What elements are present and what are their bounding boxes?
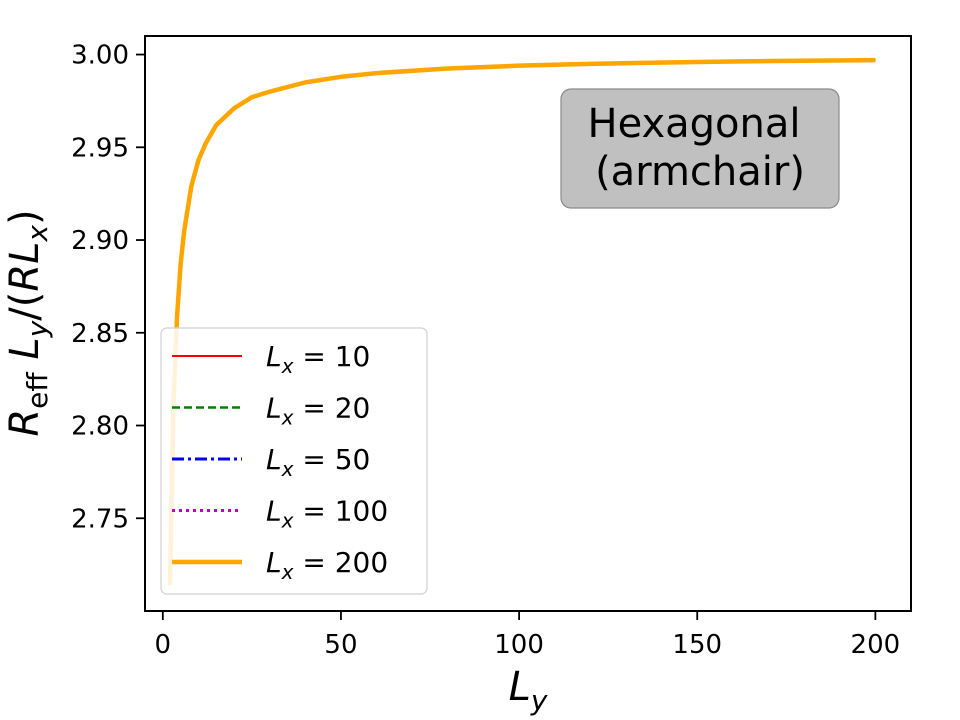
y-tick-label: 2.95 bbox=[71, 133, 129, 163]
legend-frame bbox=[160, 327, 428, 595]
annotation-box: Hexagonal (armchair) bbox=[560, 88, 840, 209]
x-tick-label: 100 bbox=[494, 630, 544, 660]
legend-label-1: Lx = 10 bbox=[266, 340, 370, 378]
legend-label-3: Lx = 50 bbox=[266, 443, 370, 481]
y-tick-label: 2.80 bbox=[71, 412, 129, 442]
annotation-line2: (armchair) bbox=[595, 149, 805, 195]
plot-lines bbox=[167, 57, 876, 586]
plot-frame bbox=[144, 35, 912, 612]
y-axis-label: Reff Ly/(RLx) bbox=[2, 209, 54, 436]
series-line-5 bbox=[167, 57, 876, 586]
annotation-line1: Hexagonal bbox=[587, 101, 800, 147]
y-tick-label: 3.00 bbox=[71, 41, 129, 71]
x-tick-label: 150 bbox=[672, 630, 722, 660]
y-tick-label: 2.75 bbox=[71, 504, 129, 534]
legend-label-2: Lx = 20 bbox=[266, 392, 370, 430]
x-tick-label: 200 bbox=[851, 630, 901, 660]
legend: Lx = 10 Lx = 20 Lx = 50 Lx = 100 Lx = 200 bbox=[160, 327, 428, 595]
x-axis-label: Ly bbox=[509, 664, 548, 717]
x-tick-label: 0 bbox=[155, 630, 172, 660]
x-axis: 0 50 100 150 200 bbox=[155, 611, 901, 660]
x-tick-label: 50 bbox=[324, 630, 357, 660]
y-tick-label: 2.85 bbox=[71, 319, 129, 349]
y-axis: 2.75 2.80 2.85 2.90 2.95 3.00 bbox=[71, 41, 145, 534]
legend-label-4: Lx = 100 bbox=[266, 495, 388, 533]
legend-label-5: Lx = 200 bbox=[266, 546, 388, 584]
y-tick-label: 2.90 bbox=[71, 226, 129, 256]
